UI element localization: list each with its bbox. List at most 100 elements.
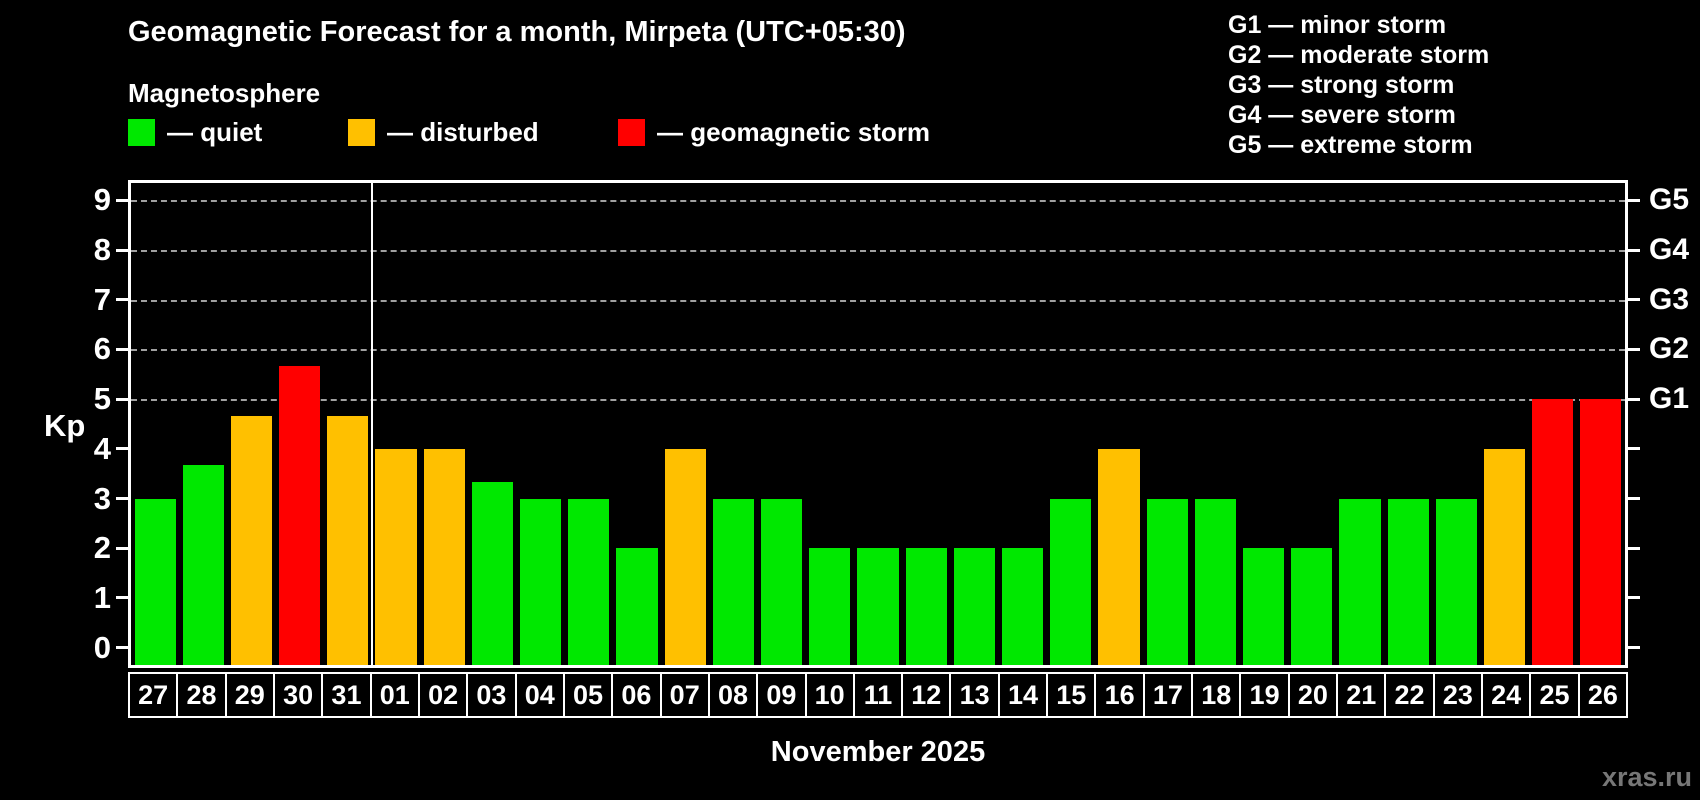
storm-color-swatch xyxy=(618,118,645,146)
y-tick-label-5: 5 xyxy=(93,381,111,417)
day-label-23: 23 xyxy=(1434,674,1482,716)
day-label-12: 12 xyxy=(903,674,950,716)
legend-label-disturbed: — disturbed xyxy=(387,116,539,147)
y-tick-right-7 xyxy=(1628,298,1640,302)
page-title: Geomagnetic Forecast for a month, Mirpet… xyxy=(128,16,906,48)
bar-day-12 xyxy=(905,548,947,665)
bar-day-19 xyxy=(1242,548,1285,665)
y-tick-left-7 xyxy=(116,298,128,302)
day-label-24: 24 xyxy=(1483,674,1530,716)
y-tick-right-4 xyxy=(1628,447,1640,451)
y-tick-label-8: 8 xyxy=(93,232,111,268)
legend-item-quiet: — quiet xyxy=(128,116,262,148)
day-label-21: 21 xyxy=(1338,674,1385,716)
bar-day-01 xyxy=(375,448,417,665)
bar-day-07 xyxy=(664,448,706,665)
y-tick-right-6 xyxy=(1628,347,1640,351)
bar-day-22 xyxy=(1387,498,1429,665)
y-tick-left-9 xyxy=(116,198,128,202)
bar-day-30 xyxy=(279,365,321,665)
day-label-20: 20 xyxy=(1289,674,1337,716)
day-label-30: 30 xyxy=(274,674,322,716)
day-label-06: 06 xyxy=(613,674,660,716)
y-tick-label-3: 3 xyxy=(93,480,111,516)
bar-day-29 xyxy=(230,415,273,665)
quiet-color-swatch xyxy=(128,118,155,146)
storm-scale-g4: G4 — severe storm xyxy=(1228,101,1456,129)
y-tick-right-5 xyxy=(1628,397,1640,401)
day-label-05: 05 xyxy=(564,674,612,716)
bar-day-16 xyxy=(1098,448,1140,665)
right-axis-label-g3: G3 xyxy=(1649,282,1690,316)
bar-day-08 xyxy=(712,498,754,665)
day-label-17: 17 xyxy=(1144,674,1192,716)
day-label-22: 22 xyxy=(1386,674,1433,716)
y-tick-label-7: 7 xyxy=(93,281,111,317)
day-label-25: 25 xyxy=(1531,674,1578,716)
y-tick-left-5 xyxy=(116,397,128,401)
y-axis-label: Kp xyxy=(44,408,86,443)
day-label-02: 02 xyxy=(419,674,467,716)
day-label-28: 28 xyxy=(178,674,225,716)
y-tick-left-0 xyxy=(116,646,128,650)
bar-day-23 xyxy=(1435,498,1477,665)
y-tick-left-2 xyxy=(116,546,128,550)
y-tick-left-4 xyxy=(116,447,128,451)
bar-day-24 xyxy=(1483,448,1526,665)
bar-day-15 xyxy=(1050,498,1092,665)
y-tick-label-0: 0 xyxy=(93,629,111,665)
y-tick-left-6 xyxy=(116,347,128,351)
watermark: xras.ru xyxy=(1601,762,1692,792)
bar-day-10 xyxy=(809,548,851,665)
day-label-13: 13 xyxy=(951,674,998,716)
storm-scale-g3: G3 — strong storm xyxy=(1228,71,1455,99)
x-axis-day-labels: 27 28 29 30 31 01 02 03 04 05 06 07 08 09 10 11 12 13 14 15… xyxy=(128,672,1628,718)
right-axis-label-g4: G4 xyxy=(1649,233,1690,267)
bar-day-06 xyxy=(616,548,658,665)
y-tick-label-2: 2 xyxy=(93,530,111,566)
bar-day-21 xyxy=(1339,498,1381,665)
day-label-09: 09 xyxy=(758,674,805,716)
y-tick-label-6: 6 xyxy=(93,331,111,367)
day-label-03: 03 xyxy=(468,674,515,716)
day-label-14: 14 xyxy=(999,674,1047,716)
bar-day-27 xyxy=(134,498,176,665)
storm-scale-legend: G1 — minor storm G2 — moderate storm G3 … xyxy=(1228,10,1489,160)
day-label-19: 19 xyxy=(1241,674,1288,716)
bar-day-11 xyxy=(857,548,899,665)
bar-day-03 xyxy=(471,482,514,665)
disturbed-color-swatch xyxy=(348,118,375,146)
y-tick-left-3 xyxy=(116,497,128,501)
legend-item-storm: — geomagnetic storm xyxy=(618,116,930,148)
gridline-kp-8 xyxy=(131,250,1625,253)
gridline-kp-7 xyxy=(131,299,1625,302)
bar-day-25 xyxy=(1532,399,1574,665)
day-label-27: 27 xyxy=(130,674,177,716)
y-tick-left-8 xyxy=(116,248,128,252)
y-tick-label-9: 9 xyxy=(93,182,111,218)
day-label-16: 16 xyxy=(1096,674,1143,716)
bar-day-20 xyxy=(1291,548,1333,665)
bar-day-05 xyxy=(568,498,610,665)
day-label-11: 11 xyxy=(854,674,902,716)
y-tick-left-1 xyxy=(116,596,128,600)
legend-label-storm: — geomagnetic storm xyxy=(657,116,931,147)
bar-day-18 xyxy=(1194,498,1236,665)
y-tick-right-0 xyxy=(1628,646,1640,650)
storm-scale-g2: G2 — moderate storm xyxy=(1228,41,1490,69)
bar-day-09 xyxy=(761,498,803,665)
right-axis-label-g5: G5 xyxy=(1649,183,1690,217)
day-label-04: 04 xyxy=(516,674,563,716)
day-label-29: 29 xyxy=(226,674,273,716)
day-label-31: 31 xyxy=(323,674,370,716)
y-tick-label-4: 4 xyxy=(93,430,111,466)
day-label-10: 10 xyxy=(806,674,853,716)
day-label-15: 15 xyxy=(1048,674,1095,716)
legend-item-disturbed: — disturbed xyxy=(348,116,539,148)
bar-day-13 xyxy=(953,548,995,665)
x-axis-title: November 2025 xyxy=(770,736,986,768)
y-tick-right-9 xyxy=(1628,198,1640,202)
y-tick-right-8 xyxy=(1628,248,1640,252)
y-tick-right-2 xyxy=(1628,546,1640,550)
